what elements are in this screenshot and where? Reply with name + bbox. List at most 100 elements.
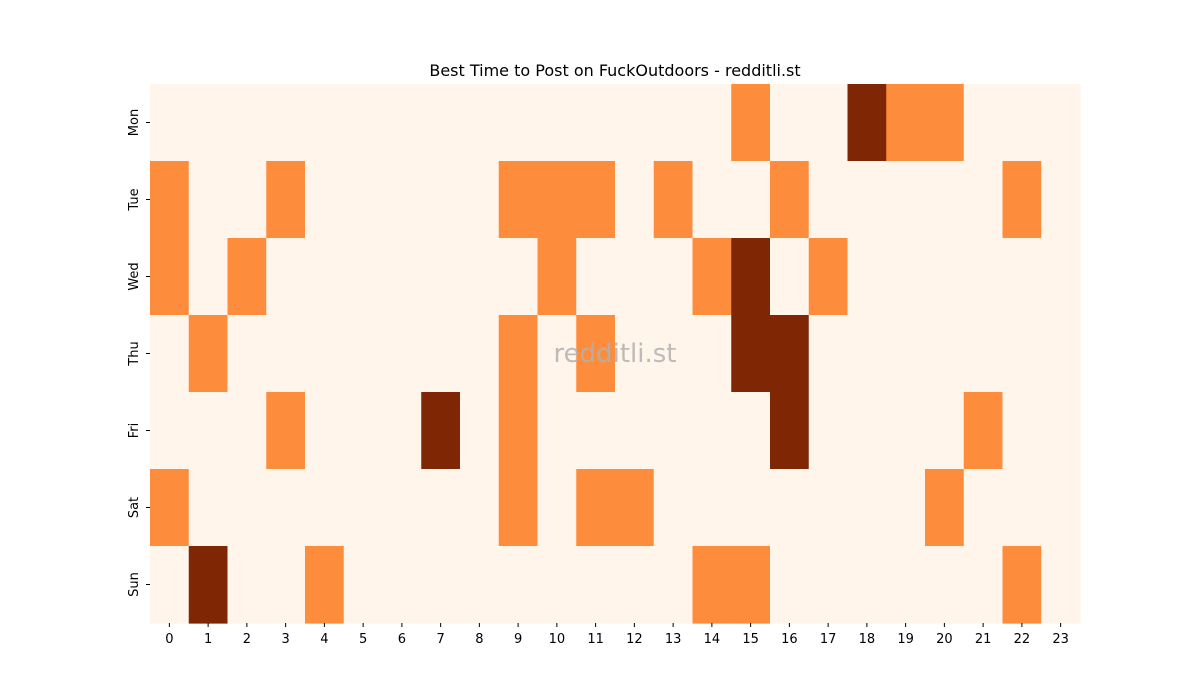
heatmap-cell-thu-2: [227, 315, 267, 393]
heatmap-cell-tue-12: [615, 161, 655, 239]
watermark: redditli.st: [554, 339, 677, 369]
heatmap-cell-wed-22: [1002, 238, 1042, 316]
x-tick-label: 5: [359, 632, 367, 647]
x-tick-label: 3: [281, 632, 289, 647]
x-tick-label: 4: [320, 632, 328, 647]
heatmap-cell-fri-6: [382, 392, 422, 470]
heatmap-cell-mon-7: [421, 84, 461, 162]
heatmap-cell-mon-23: [1041, 84, 1081, 162]
heatmap-cell-sat-4: [305, 469, 345, 547]
heatmap-cell-fri-9: [498, 392, 539, 470]
heatmap-cell-fri-2: [227, 392, 267, 470]
y-tick-label: Wed: [127, 262, 142, 290]
heatmap-cell-thu-20: [925, 315, 965, 393]
heatmap-cell-fri-23: [1041, 392, 1081, 470]
y-tick-label: Sat: [127, 497, 142, 518]
y-tick-label: Sun: [127, 572, 142, 597]
heatmap-cell-thu-22: [1002, 315, 1042, 393]
heatmap-cell-fri-10: [537, 392, 577, 470]
heatmap-cell-mon-18: [847, 84, 887, 162]
heatmap-cell-tue-15: [731, 161, 771, 239]
x-tick-label: 0: [165, 632, 173, 647]
heatmap-cell-fri-12: [615, 392, 655, 470]
heatmap-cell-sun-10: [537, 546, 577, 624]
heatmap-cell-thu-13: [653, 315, 694, 393]
heatmap-cell-fri-19: [886, 392, 926, 470]
heatmap-cell-wed-2: [227, 238, 267, 316]
heatmap-cell-sat-23: [1041, 469, 1081, 547]
heatmap-cell-mon-16: [770, 84, 810, 162]
y-tick-label: Tue: [127, 188, 142, 211]
heatmap-cell-wed-14: [692, 238, 732, 316]
heatmap-cell-fri-0: [150, 392, 190, 470]
heatmap-cell-fri-14: [692, 392, 732, 470]
heatmap-cell-wed-1: [188, 238, 229, 316]
heatmap-cell-tue-13: [653, 161, 694, 239]
y-tick-label: Thu: [127, 341, 142, 366]
heatmap-cell-mon-11: [576, 84, 616, 162]
heatmap-cell-mon-15: [731, 84, 771, 162]
x-axis: 0 1 2 3 4 5 6 7 8 9 10 11 12 13 14 15 16 17 18 19 20 21 22 23: [165, 623, 1069, 647]
heatmap-cell-tue-10: [537, 161, 577, 239]
heatmap-cell-mon-6: [382, 84, 422, 162]
heatmap-cell-sat-18: [847, 469, 887, 547]
heatmap-cell-thu-0: [150, 315, 190, 393]
heatmap-cell-wed-6: [382, 238, 422, 316]
heatmap-cell-thu-12: [615, 315, 655, 393]
x-tick-label: 23: [1052, 632, 1069, 647]
heatmap-cell-thu-23: [1041, 315, 1081, 393]
x-tick-label: 8: [475, 632, 483, 647]
heatmap-cell-wed-23: [1041, 238, 1081, 316]
heatmap-cell-sun-15: [731, 546, 771, 624]
heatmap-cell-mon-2: [227, 84, 267, 162]
x-tick-label: 10: [549, 632, 566, 647]
heatmap-cell-sat-1: [188, 469, 229, 547]
heatmap-cell-sun-3: [266, 546, 306, 624]
heatmap-cell-sat-8: [460, 469, 500, 547]
heatmap-cell-mon-22: [1002, 84, 1042, 162]
heatmap-cell-fri-16: [770, 392, 810, 470]
heatmap-cell-tue-3: [266, 161, 306, 239]
heatmap-cell-wed-17: [808, 238, 849, 316]
x-tick-label: 12: [626, 632, 643, 647]
y-axis: Mon Tue Wed Thu Fri Sat Sun: [127, 109, 150, 597]
heatmap-cell-sat-20: [925, 469, 965, 547]
x-tick-label: 7: [436, 632, 444, 647]
heatmap-cell-thu-21: [963, 315, 1004, 393]
heatmap-cell-wed-20: [925, 238, 965, 316]
heatmap-cell-thu-15: [731, 315, 771, 393]
x-tick-label: 13: [665, 632, 682, 647]
x-tick-label: 15: [742, 632, 759, 647]
heatmap-cell-thu-9: [498, 315, 539, 393]
heatmap-cell-sun-9: [498, 546, 539, 624]
heatmap-cell-sun-13: [653, 546, 694, 624]
heatmap-cell-mon-4: [305, 84, 345, 162]
heatmap-cell-wed-19: [886, 238, 926, 316]
heatmap-cell-fri-22: [1002, 392, 1042, 470]
heatmap-cell-tue-17: [808, 161, 849, 239]
heatmap-cell-mon-9: [498, 84, 539, 162]
heatmap-cell-tue-7: [421, 161, 461, 239]
heatmap-cell-wed-3: [266, 238, 306, 316]
heatmap-cell-fri-3: [266, 392, 306, 470]
heatmap-cell-sat-22: [1002, 469, 1042, 547]
heatmap-cell-tue-2: [227, 161, 267, 239]
heatmap-cell-sat-15: [731, 469, 771, 547]
heatmap-cell-sun-23: [1041, 546, 1081, 624]
heatmap-cell-fri-13: [653, 392, 694, 470]
heatmap-cell-wed-21: [963, 238, 1004, 316]
heatmap-cell-fri-11: [576, 392, 616, 470]
heatmap-cell-mon-5: [343, 84, 384, 162]
x-tick-label: 18: [859, 632, 876, 647]
heatmap-cell-sun-21: [963, 546, 1004, 624]
heatmap-cell-wed-12: [615, 238, 655, 316]
heatmap-cell-tue-21: [963, 161, 1004, 239]
x-tick-label: 19: [897, 632, 914, 647]
heatmap-cell-sun-22: [1002, 546, 1042, 624]
x-tick-label: 20: [936, 632, 953, 647]
heatmap-cell-tue-18: [847, 161, 887, 239]
heatmap-cell-sat-19: [886, 469, 926, 547]
heatmap-cell-mon-8: [460, 84, 500, 162]
heatmap-cell-sun-0: [150, 546, 190, 624]
